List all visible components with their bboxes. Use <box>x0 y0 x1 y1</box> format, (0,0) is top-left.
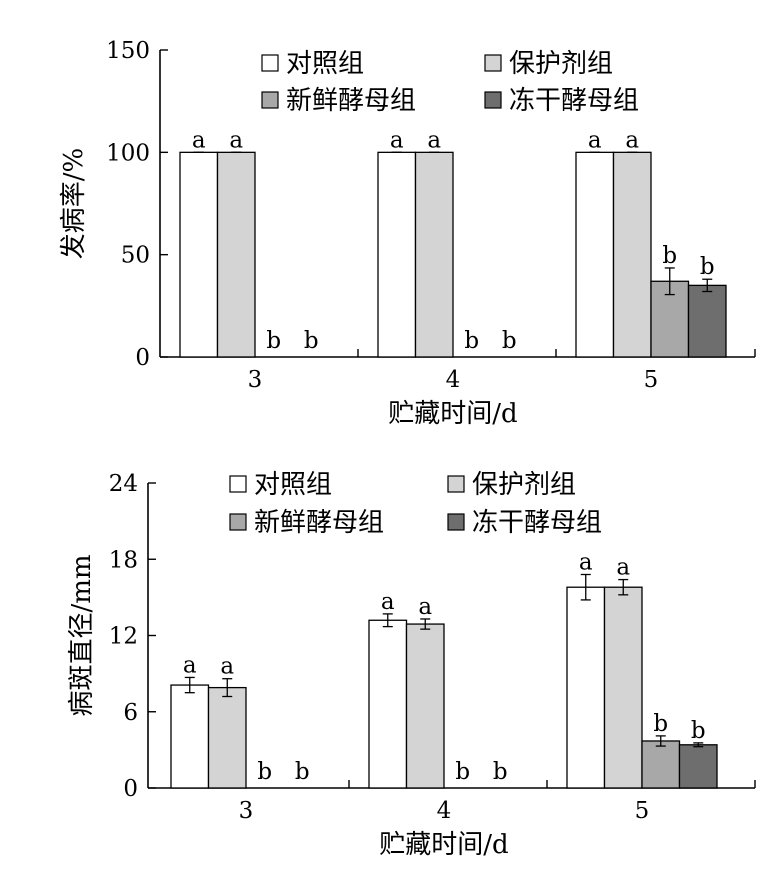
significance-letter: b <box>700 254 715 280</box>
significance-letter: b <box>662 243 677 269</box>
bar <box>612 151 652 358</box>
bar <box>207 686 247 789</box>
y-tick-label: 50 <box>121 243 150 269</box>
bar <box>377 151 417 358</box>
legend-label: 冻干酵母组 <box>509 86 639 116</box>
legend-label: 冻干酵母组 <box>472 508 602 538</box>
bar <box>603 586 643 789</box>
legend-swatch <box>261 91 279 109</box>
chart-panel-2: 06121824a ab b3a ab b4a ab b5贮藏时间/d病斑直径/mm对照组保… <box>67 470 756 860</box>
y-tick-label: 6 <box>123 700 138 726</box>
significance-letter: b <box>304 328 319 354</box>
significance-letter: a <box>192 127 206 153</box>
x-tick-label: 3 <box>248 367 263 393</box>
significance-letter: b <box>691 718 706 744</box>
y-tick-label: 18 <box>109 547 138 573</box>
y-tick-label: 12 <box>109 624 138 650</box>
legend-swatch <box>229 475 247 493</box>
significance-letter: b <box>266 328 281 354</box>
legend-swatch <box>484 91 502 109</box>
x-tick-label: 4 <box>446 367 461 393</box>
significance-letter: a <box>625 127 639 153</box>
x-tick-label: 4 <box>437 798 452 824</box>
legend-swatch <box>447 513 465 531</box>
legend-label: 保护剂组 <box>472 470 576 500</box>
x-tick-label: 5 <box>635 798 650 824</box>
legend-label: 新鲜酵母组 <box>286 86 416 116</box>
significance-letter: a <box>579 550 593 576</box>
bar <box>179 151 219 358</box>
significance-letter: a <box>220 654 234 680</box>
significance-letter: a <box>616 555 630 581</box>
significance-letter: b <box>502 328 517 354</box>
bar <box>687 284 727 358</box>
y-tick-label: 0 <box>135 345 150 371</box>
bar <box>170 684 210 789</box>
x-axis-label: 贮藏时间/d <box>388 399 517 429</box>
significance-letter: a <box>588 127 602 153</box>
legend-label: 对照组 <box>286 49 364 79</box>
y-tick-label: 0 <box>123 776 138 802</box>
significance-letter: b <box>653 711 668 737</box>
bar <box>566 586 606 789</box>
y-tick-label: 100 <box>106 140 150 166</box>
significance-letter: b <box>257 759 272 785</box>
y-tick-label: 150 <box>106 38 150 64</box>
bar <box>575 151 615 358</box>
significance-letter: a <box>183 652 197 678</box>
legend-swatch <box>447 475 465 493</box>
legend-swatch <box>229 513 247 531</box>
legend-label: 保护剂组 <box>509 49 613 79</box>
legend-swatch <box>261 54 279 72</box>
bar <box>405 623 445 789</box>
significance-letter: b <box>493 759 508 785</box>
legend-label: 对照组 <box>254 470 332 500</box>
y-tick-label: 24 <box>109 471 138 497</box>
x-axis-label: 贮藏时间/d <box>379 830 508 860</box>
significance-letter: a <box>427 127 441 153</box>
significance-letter: a <box>229 127 243 153</box>
significance-letter: b <box>455 759 470 785</box>
x-tick-label: 5 <box>644 367 659 393</box>
bar <box>678 744 718 789</box>
bar <box>216 151 256 358</box>
bar <box>368 619 408 789</box>
significance-letter: a <box>418 594 432 620</box>
legend-label: 新鲜酵母组 <box>254 508 384 538</box>
bar <box>641 740 681 789</box>
significance-letter: b <box>464 328 479 354</box>
y-axis-label: 发病率/% <box>59 148 89 259</box>
significance-letter: a <box>390 127 404 153</box>
significance-letter: a <box>381 589 395 615</box>
x-tick-label: 3 <box>239 798 254 824</box>
significance-letter: b <box>295 759 310 785</box>
y-axis-label: 病斑直径/mm <box>67 554 97 716</box>
legend-swatch <box>484 54 502 72</box>
bar <box>414 151 454 358</box>
